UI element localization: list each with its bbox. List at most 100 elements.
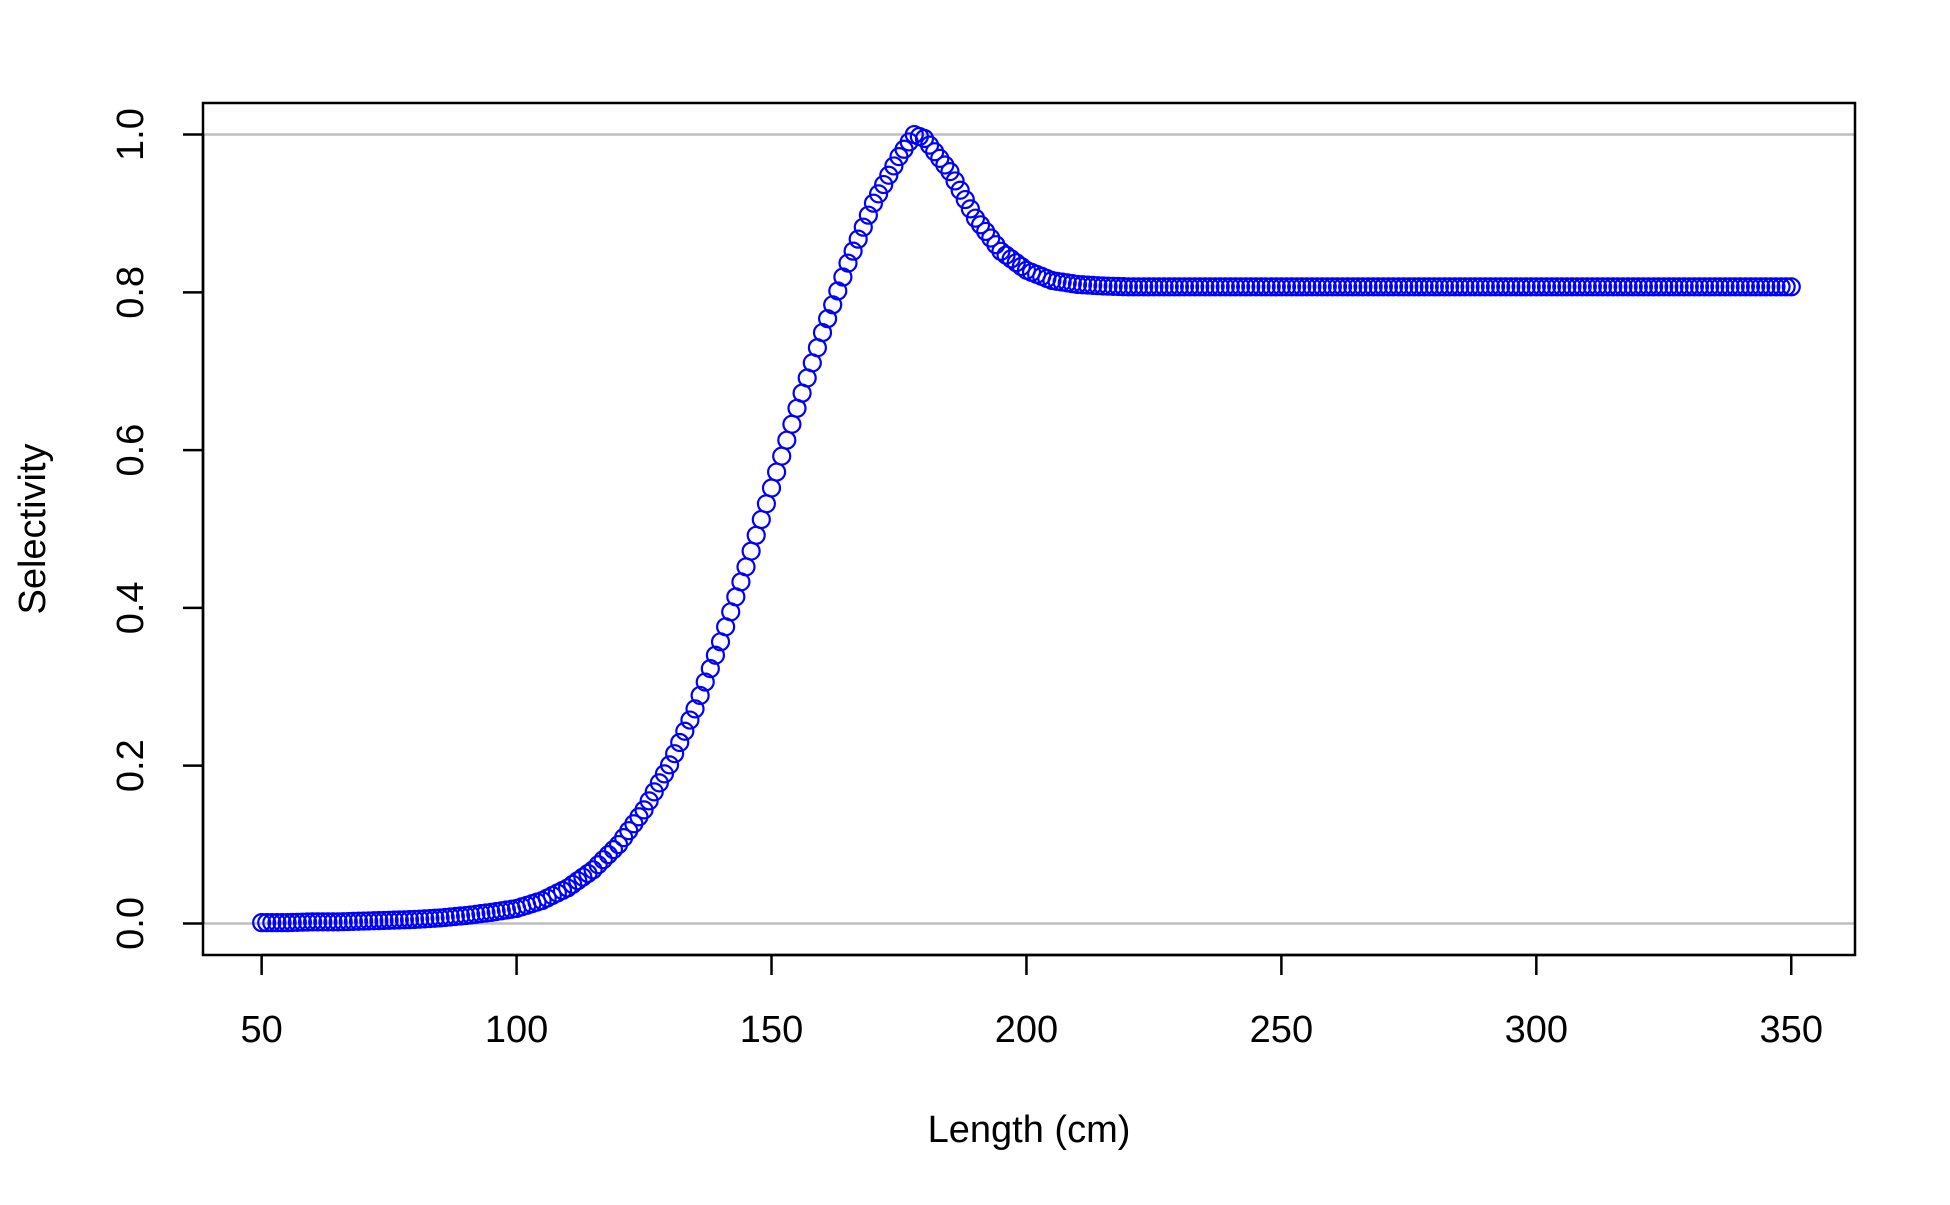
data-point [1613,277,1633,297]
data-point [425,908,445,928]
data-point [404,909,425,930]
data-point [1358,277,1378,297]
data-point [1067,274,1088,295]
data-point [603,840,624,860]
data-point [1552,277,1572,297]
data-point [1501,277,1521,297]
data-point [639,791,659,811]
data-point [1608,277,1628,297]
data-point [950,180,970,200]
data-point [1409,277,1429,297]
data-point [1761,277,1781,297]
data-point [1623,277,1643,297]
x-tick-label: 300 [1505,1009,1568,1051]
data-point [333,912,353,932]
data-point [1078,275,1098,295]
data-point [394,910,415,930]
data-point [1378,277,1399,297]
data-point [1399,277,1419,297]
data-point [1771,277,1791,297]
data-point [848,229,868,249]
data-point [1287,277,1307,297]
data-point [359,911,379,931]
data-point [1363,277,1383,297]
data-point [1348,277,1368,297]
data-point [1480,277,1501,297]
data-point [384,910,404,930]
data-point [1710,277,1730,297]
data-point [1276,277,1297,297]
data-point [348,911,369,931]
y-axis: 0.0 0.2 0.4 0.6 0.8 1.0 [110,108,205,950]
data-point [1236,277,1256,297]
data-point [1649,277,1669,297]
y-tick-label: 0.6 [110,424,152,477]
data-point [1302,277,1322,297]
data-point [318,912,338,932]
data-point [1113,277,1133,297]
data-point [1740,277,1761,297]
data-point [257,913,277,933]
data-point [328,912,348,932]
data-point [1215,277,1235,297]
data-point [583,860,603,880]
data-point [1292,277,1312,297]
data-point [1123,277,1144,297]
data-point [1118,277,1139,297]
data-point [1414,277,1434,297]
data-point [1195,277,1215,297]
y-tick-label: 0.8 [110,266,152,319]
data-point [277,913,297,933]
data-point [1542,277,1562,297]
data-point [1424,277,1444,297]
data-point [1572,277,1592,297]
data-point [960,199,980,219]
data-point [364,911,384,931]
y-tick-label: 0.2 [110,739,152,792]
data-point [1526,277,1546,297]
x-tick-label: 250 [1250,1009,1313,1051]
data-point [945,171,965,191]
data-point [884,156,904,176]
data-point [705,645,726,665]
data-point [262,913,282,933]
data-point [303,912,323,932]
data-point [338,911,358,932]
data-point [1455,277,1475,297]
data-point [690,685,710,706]
data-point [323,912,343,932]
data-point [1317,277,1337,297]
data-point [292,912,313,932]
data-point [1149,277,1169,297]
data-point [354,911,374,931]
data-point [389,910,409,930]
data-point [1689,277,1710,297]
data-point [843,241,863,261]
data-point [1643,277,1664,297]
data-point [1470,277,1490,297]
data-point [1307,277,1327,297]
data-point [1343,277,1363,297]
y-axis-title: Selectivity [12,443,54,614]
data-point [1633,277,1654,297]
data-point [252,913,272,933]
data-point [1185,277,1205,297]
data-point [598,845,618,865]
data-point [1098,276,1118,296]
data-point [1506,277,1526,297]
data-point [1394,277,1414,297]
y-tick-label: 1.0 [110,108,152,161]
data-point [1531,277,1552,297]
data-point [659,755,680,775]
data-point [1440,277,1460,297]
data-point [343,911,364,931]
data-point [1735,277,1755,297]
data-point [1684,277,1704,297]
data-point [1261,277,1281,297]
data-point [1093,276,1113,296]
x-axis-title: Length (cm) [928,1109,1131,1151]
x-tick-label: 350 [1760,1009,1823,1051]
